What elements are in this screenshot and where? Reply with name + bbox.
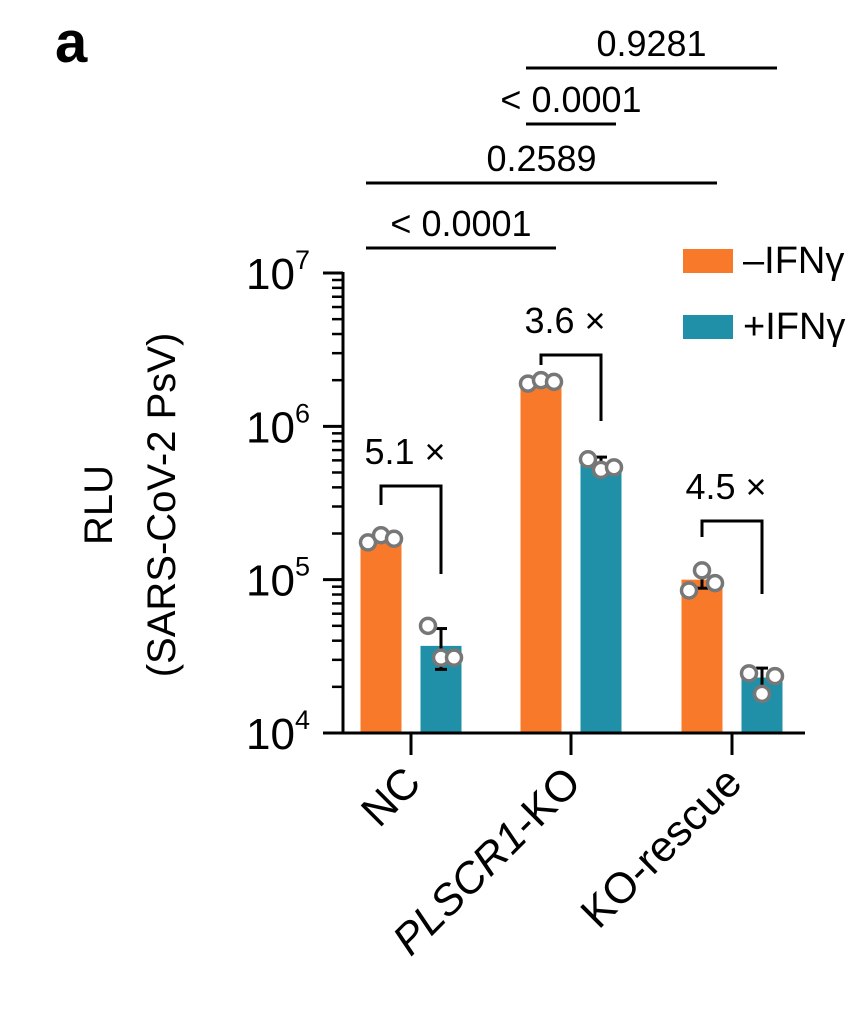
bar-0-1 [520, 381, 562, 733]
x-tick-label-0: NC [352, 758, 430, 836]
comparison-pvalue-3: 0.9281 [596, 23, 706, 64]
bar-0-2 [681, 579, 723, 733]
point-1-1-2 [604, 458, 624, 477]
point-1-0-0 [418, 616, 438, 636]
fold-change-label-1: 3.6 × [524, 300, 605, 341]
fold-bracket-2 [700, 519, 764, 594]
point-0-2-2 [705, 573, 725, 593]
fold-bracket-1 [539, 353, 603, 421]
point-1-2-0 [739, 664, 759, 683]
y-tick-label-0: 104 [246, 705, 310, 759]
point-1-1-0 [578, 449, 598, 469]
point-1-2-2 [765, 666, 785, 686]
legend-swatch-1 [683, 315, 733, 339]
bars [360, 381, 783, 733]
y-tick-label-2: 106 [246, 398, 310, 452]
fold-bracket-0 [379, 484, 443, 574]
significance-brackets: < 0.0001 0.2589 < 0.0001 0.9281 [366, 23, 777, 250]
y-tick-exponent: 6 [295, 398, 310, 428]
point-0-2-1 [692, 561, 712, 580]
axes [323, 271, 805, 755]
y-tick-exponent: 7 [295, 245, 310, 275]
y-tick-base: 10 [246, 557, 295, 606]
point-0-0-2 [384, 529, 404, 548]
y-tick-exponent: 4 [295, 705, 310, 735]
comparison-pvalue-0: < 0.0001 [390, 203, 531, 244]
panel-label: a [55, 10, 88, 75]
legend-swatch-0 [683, 249, 733, 273]
x-tick-label-2: KO-rescue [572, 758, 751, 937]
x-tick-label-plain: KO-rescue [572, 758, 751, 937]
bar-0-0 [360, 538, 402, 733]
x-tick-label-plain: NC [352, 758, 430, 836]
fold-change-brackets: 5.1 × 3.6 × 4.5 × [364, 300, 767, 594]
x-tick-label-italic: PLSCR1 [384, 812, 536, 964]
y-tick-base: 10 [246, 710, 295, 759]
legend-label-1: +IFNγ [743, 306, 845, 348]
comparison-pvalue-1: 0.2589 [486, 138, 596, 179]
data-points [358, 370, 785, 704]
fold-change-label-2: 4.5 × [685, 466, 766, 507]
fold-change-label-0: 5.1 × [364, 431, 445, 472]
point-1-0-2 [444, 648, 464, 667]
y-axis-label-line2: (SARS-CoV-2 PsV) [140, 333, 184, 678]
point-0-1-2 [544, 372, 564, 392]
legend-label-0: –IFNγ [743, 240, 844, 282]
legend: –IFNγ +IFNγ [683, 240, 845, 348]
point-1-2-1 [752, 684, 772, 704]
bar-1-1 [580, 464, 622, 733]
y-tick-base: 10 [246, 250, 295, 299]
y-tick-label-3: 107 [246, 245, 310, 299]
y-tick-label-1: 105 [246, 552, 310, 606]
y-tick-base: 10 [246, 403, 295, 452]
y-axis-label-line1: RLU [77, 465, 121, 545]
y-tick-exponent: 5 [295, 552, 310, 582]
comparison-pvalue-2: < 0.0001 [500, 79, 641, 120]
y-axis-label: RLU (SARS-CoV-2 PsV) [77, 333, 184, 678]
point-0-2-0 [679, 581, 699, 600]
